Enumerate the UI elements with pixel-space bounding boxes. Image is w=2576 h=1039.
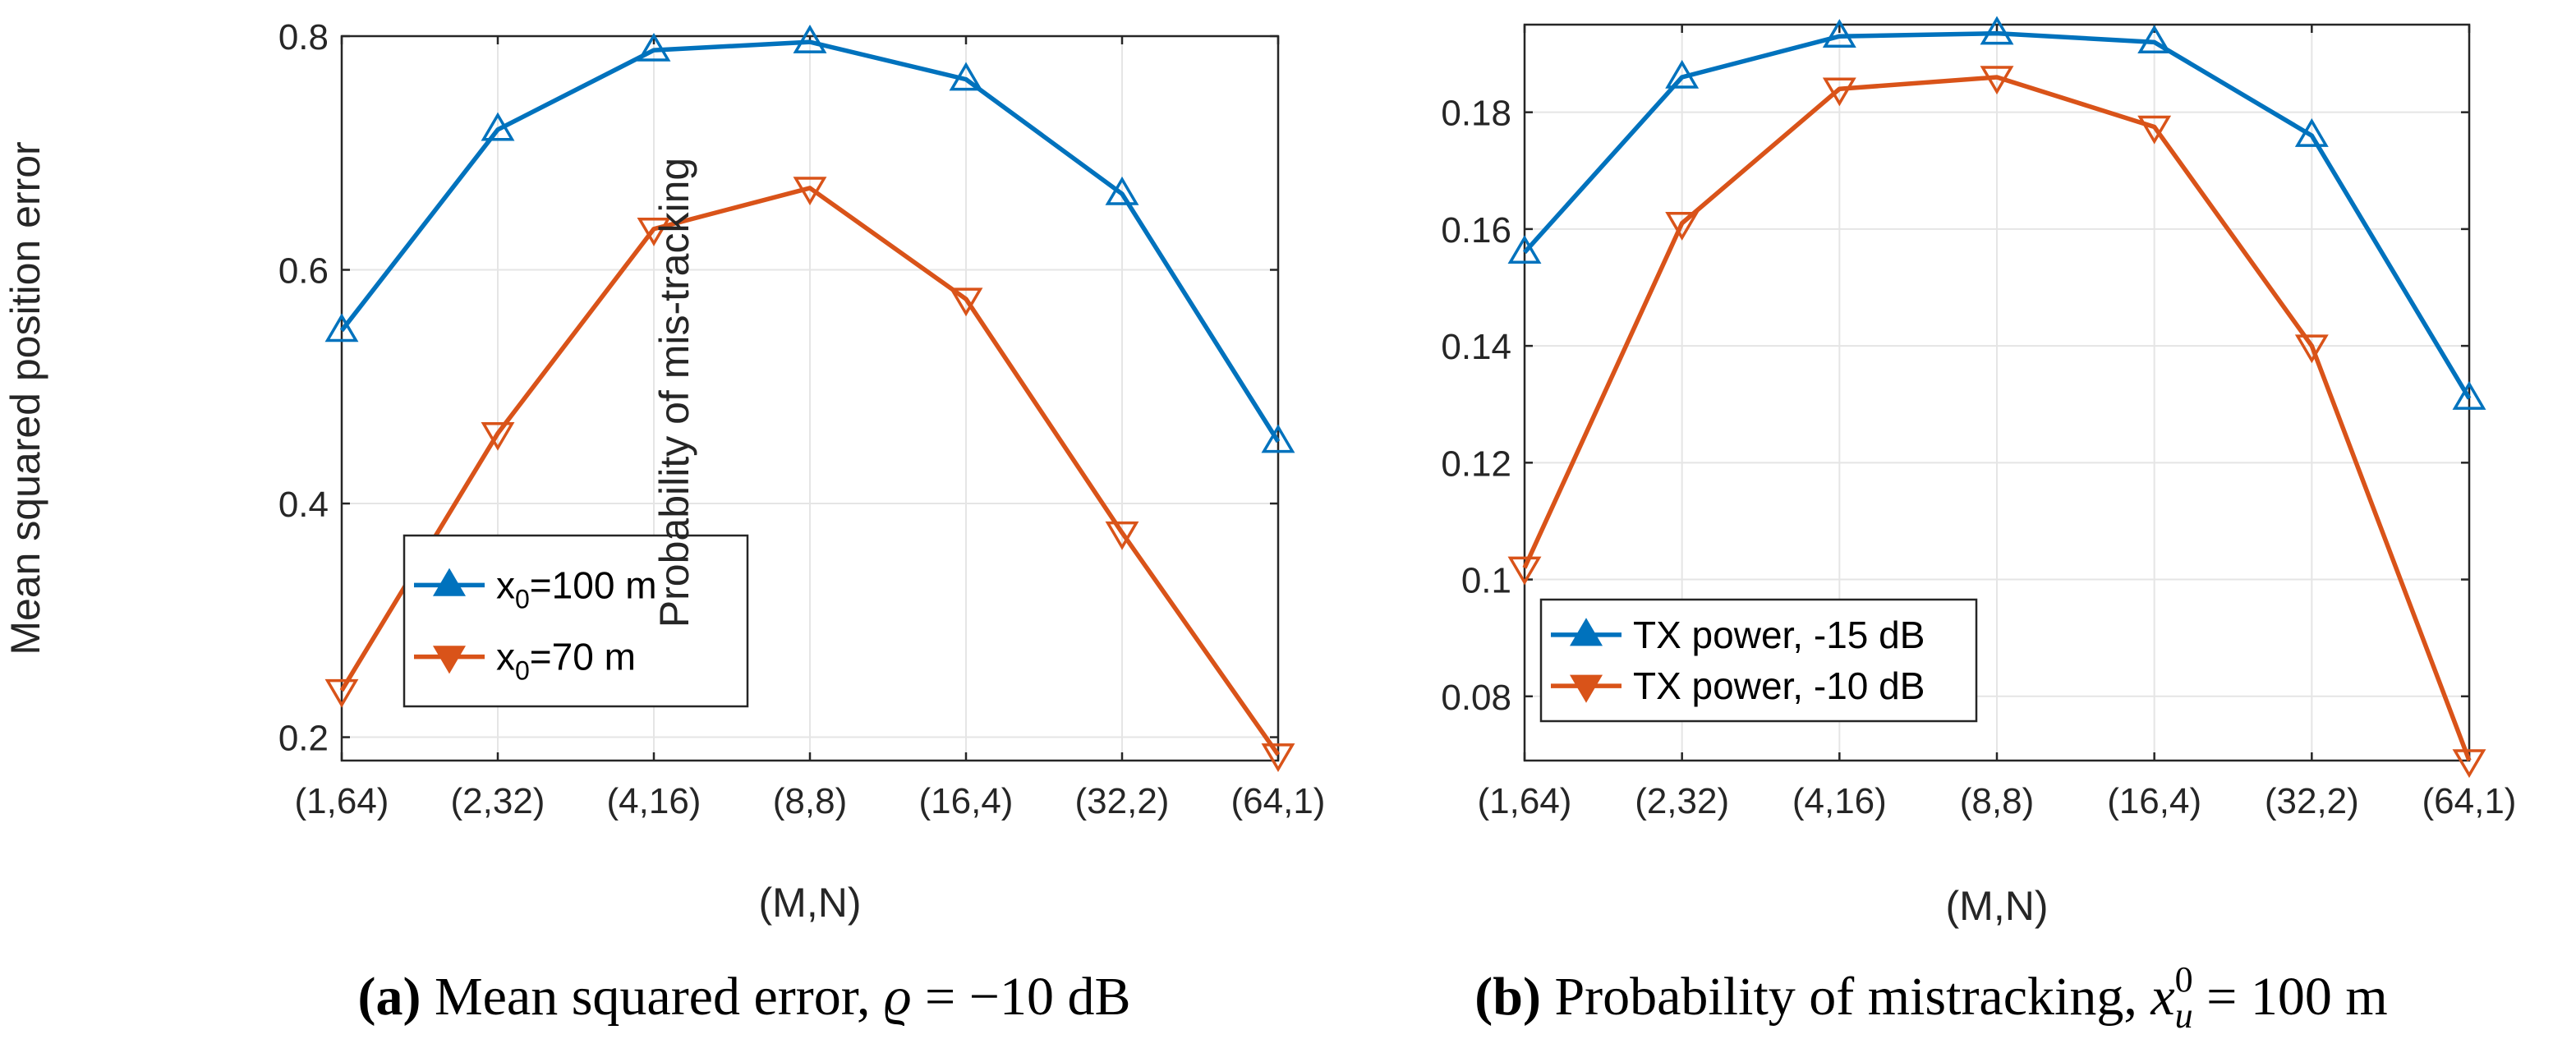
data-point-marker [2452, 749, 2486, 779]
x-tick-label: (16,4) [919, 781, 1014, 821]
series-line-1 [1522, 30, 2472, 400]
data-point-marker [2137, 25, 2172, 54]
series-line-2 [339, 186, 1281, 756]
x-tick-label: (32,2) [1075, 781, 1170, 821]
legend-box [1539, 598, 1978, 723]
x-tick-label: (8,8) [1960, 781, 2034, 821]
y-tick-label: 0.1 [1461, 561, 1511, 601]
data-point-marker [1665, 59, 1700, 89]
y-axis-label: Mean squared position error [2, 141, 48, 655]
legend-entry-2: x0=70 m [496, 636, 636, 686]
data-point-marker [2137, 115, 2172, 145]
x-tick-label: (4,16) [607, 781, 702, 821]
y-tick-label: 0.8 [278, 17, 329, 57]
y-tick-label: 0.2 [278, 719, 329, 759]
data-point-marker [2294, 117, 2329, 147]
legend: x0=100 m x0=70 m [402, 534, 749, 708]
data-point-marker [324, 678, 359, 708]
legend-marker [1569, 618, 1603, 646]
data-point-marker [324, 313, 359, 343]
legend-entry-1: x0=100 m [496, 563, 657, 614]
x-tick-label: (64,1) [1231, 781, 1326, 821]
legend: TX power, -15 dB TX power, -10 dB [1539, 598, 1978, 723]
data-point-marker [481, 112, 515, 141]
x-tick-label: (8,8) [773, 781, 847, 821]
chart-panel-b: (1,64) (2,32) (4,16) (8,8) (16,4) (32,2) (64,1… [651, 16, 2517, 1036]
data-point-marker [481, 421, 515, 451]
x-axis-label: (M,N) [759, 880, 862, 926]
y-axis-label: Probability of mis-tracking [651, 158, 697, 628]
x-tick-label: (16,4) [2107, 781, 2201, 821]
y-tick-label: 0.4 [278, 485, 329, 525]
x-tick-label: (4,16) [1792, 781, 1887, 821]
legend-marker [432, 646, 467, 674]
subfigure-caption: (a) Mean squared error, ϱ = −10 dB [357, 967, 1130, 1027]
x-tick-label: (2,32) [1635, 781, 1729, 821]
x-tick-label: (1,64) [295, 781, 389, 821]
series-line-2 [1522, 75, 2472, 761]
legend-marker [432, 568, 467, 596]
y-tick-label: 0.16 [1441, 210, 1511, 251]
subfigure-caption: (b) Probability of mistracking, x0 u = 10… [1474, 959, 2387, 1036]
data-point-marker [793, 24, 827, 53]
data-point-marker [1507, 556, 1542, 586]
y-tick-label: 0.18 [1441, 94, 1511, 134]
y-tick-label: 0.12 [1441, 444, 1511, 484]
legend-entry-1: TX power, -15 dB [1633, 614, 1925, 656]
data-point-marker [1105, 521, 1139, 550]
data-point-marker [1261, 424, 1295, 453]
data-point-marker [949, 287, 983, 317]
legend-entry-2: TX power, -10 dB [1633, 664, 1925, 707]
data-point-marker [1105, 176, 1139, 205]
data-point-marker [637, 218, 671, 246]
data-point-marker [1980, 66, 2014, 95]
legend-marker [1569, 674, 1603, 703]
y-tick-label: 0.6 [278, 251, 329, 292]
data-point-marker [1980, 16, 2014, 45]
y-tick-label: 0.08 [1441, 678, 1511, 718]
x-tick-label: (2,32) [451, 781, 545, 821]
data-point-marker [1507, 235, 1542, 264]
data-point-marker [1261, 743, 1295, 773]
x-tick-label: (32,2) [2265, 781, 2359, 821]
data-point-marker [1665, 212, 1700, 241]
legend-box [402, 534, 749, 708]
x-tick-label: (64,1) [2422, 781, 2517, 821]
data-point-marker [1822, 77, 1856, 107]
series-line-1 [339, 39, 1281, 444]
data-point-marker [2294, 334, 2329, 364]
data-point-marker [949, 62, 983, 91]
y-tick-label: 0.14 [1441, 327, 1511, 367]
data-point-marker [1822, 19, 1856, 48]
data-point-marker [793, 177, 827, 206]
x-axis-label: (M,N) [1946, 883, 2049, 929]
x-tick-label: (1,64) [1478, 781, 1572, 821]
data-point-marker [2452, 380, 2486, 410]
data-point-marker [637, 32, 671, 62]
chart-panel-a: (1,64) (2,32) (4,16) (8,8) (16,4) (32,2) (64,1… [2, 17, 1325, 1027]
